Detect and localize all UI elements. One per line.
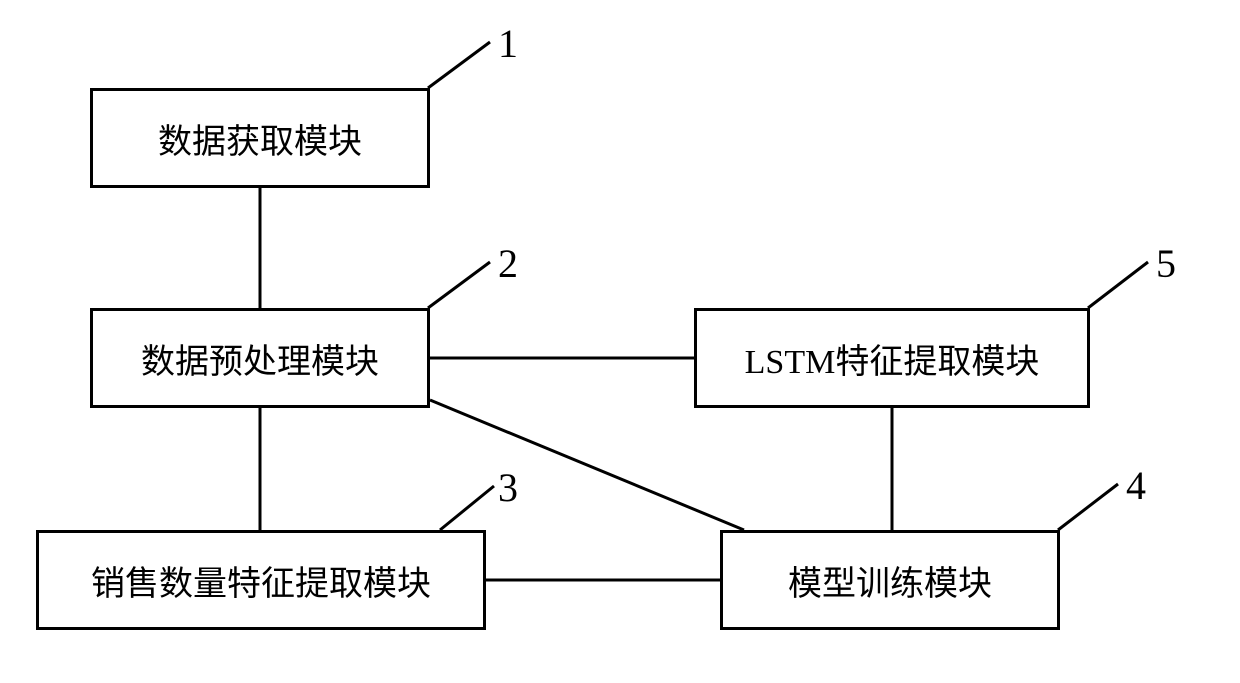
annotation-line-n1 [428,42,490,88]
annotation-n5: 5 [1156,240,1176,287]
annotation-line-n3 [440,486,494,530]
annotation-line-n4 [1058,484,1118,530]
annotation-line-n5 [1088,262,1148,308]
node-n5: LSTM特征提取模块 [694,308,1090,408]
node-n3: 销售数量特征提取模块 [36,530,486,630]
annotation-n2: 2 [498,240,518,287]
node-n2: 数据预处理模块 [90,308,430,408]
diagram-container: 数据获取模块数据预处理模块销售数量特征提取模块模型训练模块LSTM特征提取模块 … [0,0,1240,683]
annotation-n3: 3 [498,464,518,511]
node-label-n1: 数据获取模块 [158,114,362,163]
node-n4: 模型训练模块 [720,530,1060,630]
annotation-n4: 4 [1126,462,1146,509]
node-label-n4: 模型训练模块 [788,556,992,605]
node-label-n5: LSTM特征提取模块 [745,334,1040,383]
annotation-line-n2 [428,262,490,308]
node-label-n2: 数据预处理模块 [141,334,379,383]
node-label-n3: 销售数量特征提取模块 [91,556,431,605]
node-n1: 数据获取模块 [90,88,430,188]
edge-n2-n4 [430,400,744,530]
annotation-n1: 1 [498,20,518,67]
